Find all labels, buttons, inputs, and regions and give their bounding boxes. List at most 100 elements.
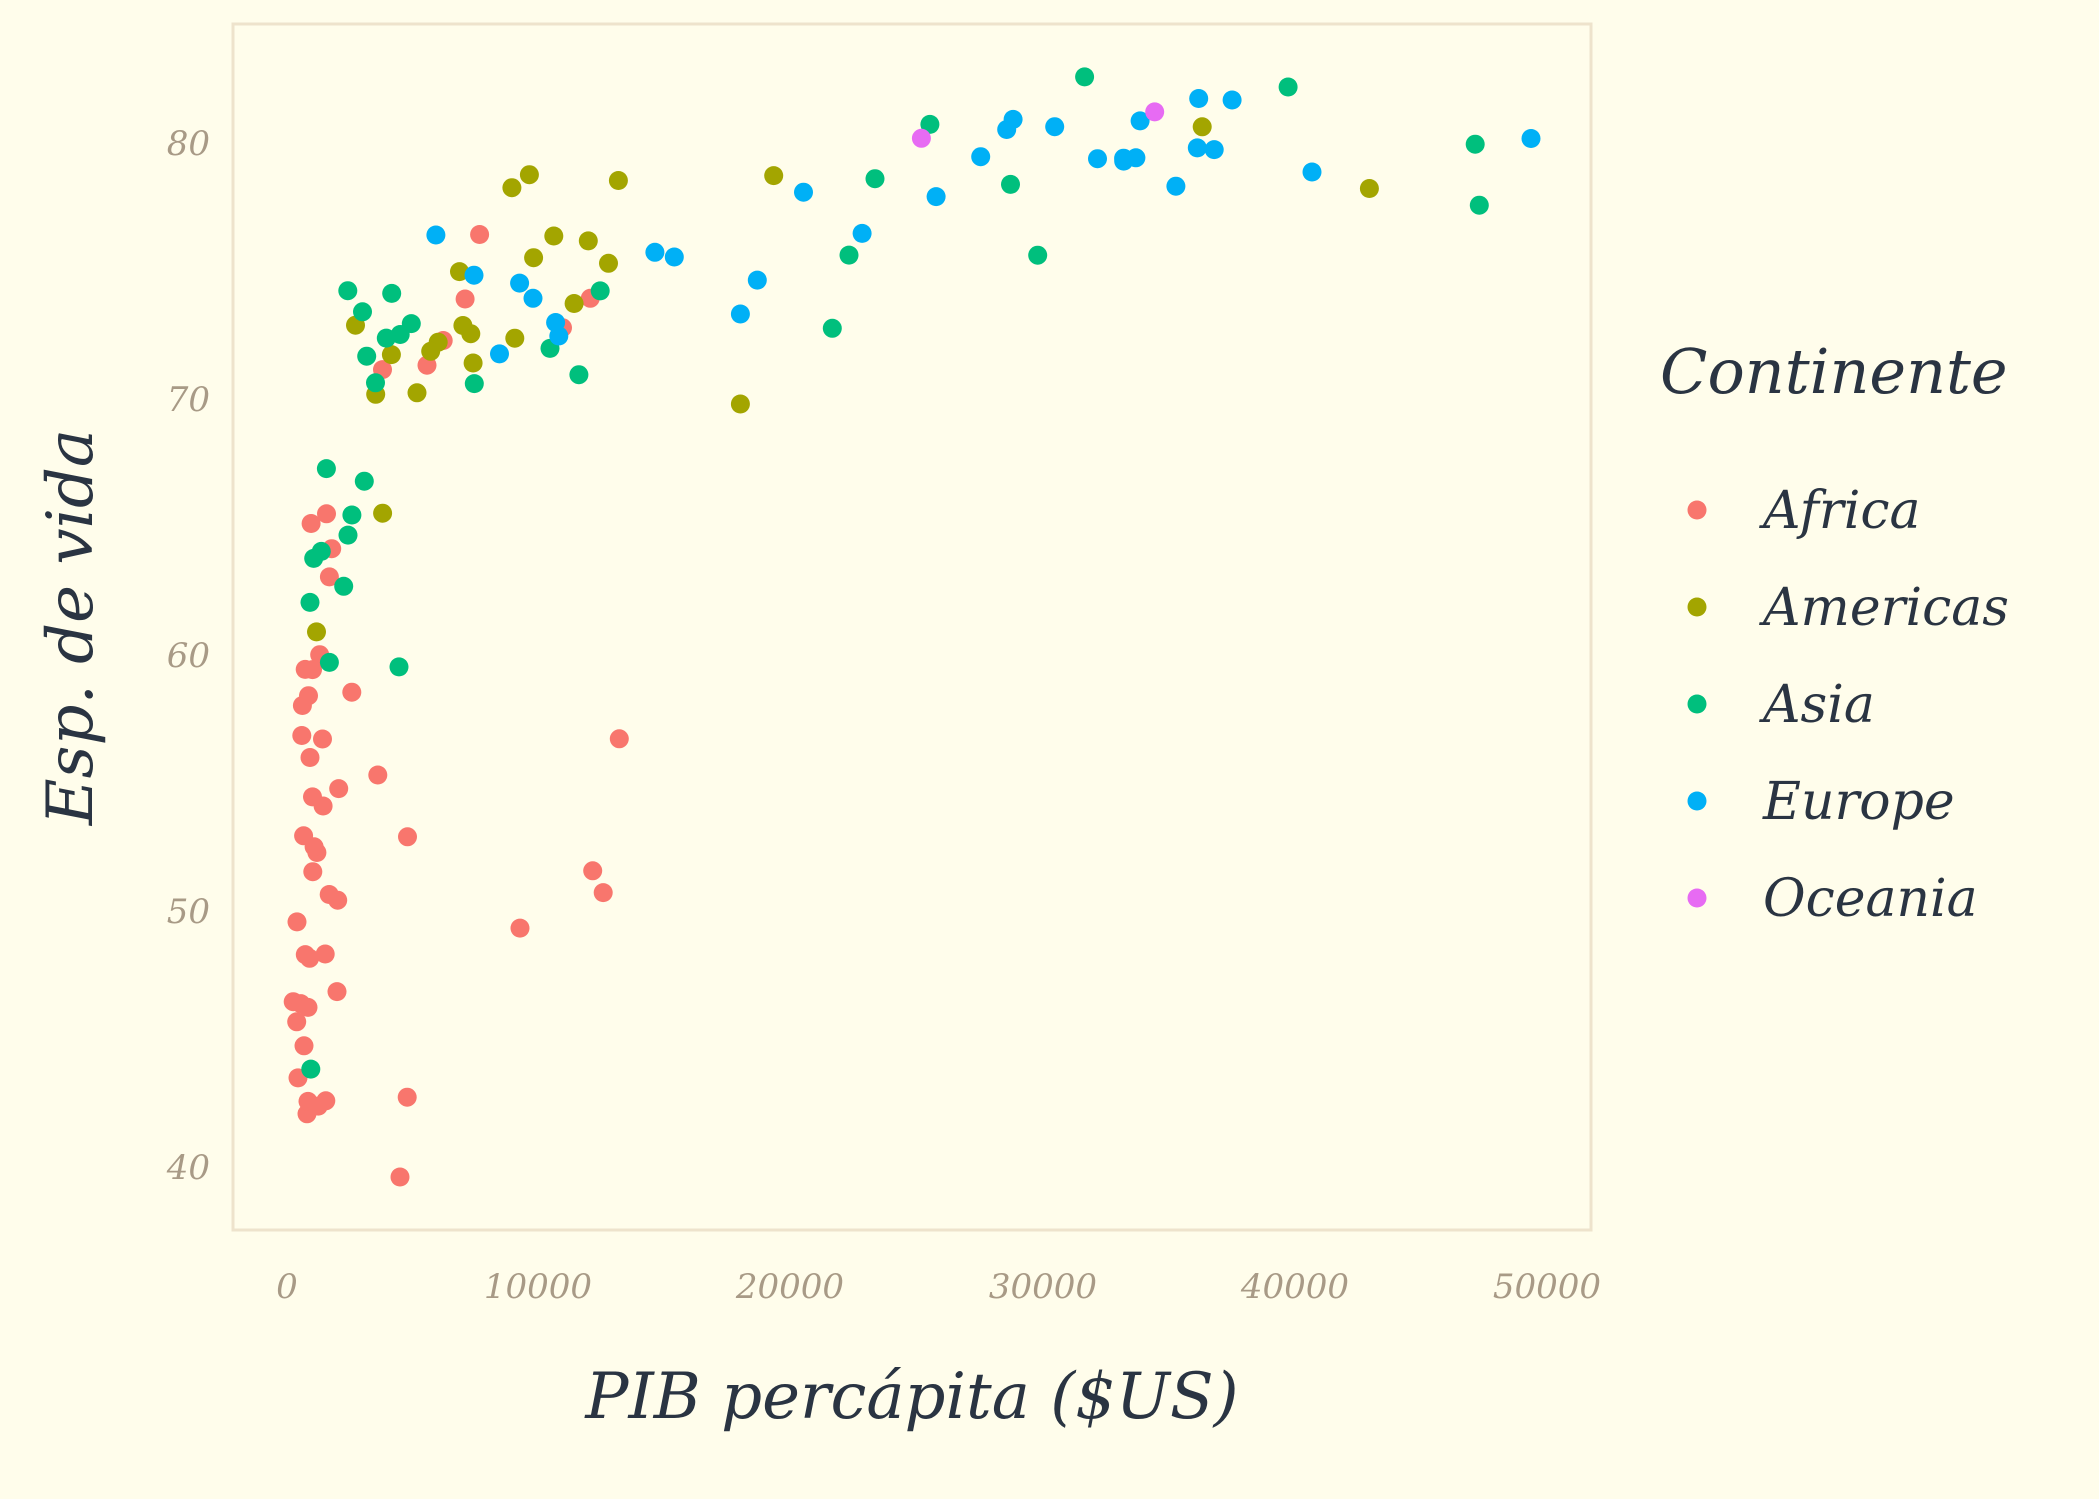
y-tick-label: 70 xyxy=(167,380,210,420)
x-tick-label: 50000 xyxy=(1493,1267,1601,1307)
data-point-europe xyxy=(971,147,991,167)
data-point-americas xyxy=(524,248,544,268)
data-point-africa xyxy=(301,514,321,533)
legend-item-americas: Americas xyxy=(1687,578,2009,638)
legend-label-oceania: Oceania xyxy=(1763,869,1978,929)
data-points xyxy=(283,67,1541,1187)
data-point-africa xyxy=(300,748,320,767)
data-point-asia xyxy=(304,548,324,568)
data-point-asia xyxy=(920,114,940,134)
data-point-asia xyxy=(334,576,354,596)
data-point-europe xyxy=(490,344,509,364)
data-point-africa xyxy=(583,861,603,881)
data-point-europe xyxy=(1114,148,1134,168)
data-point-europe xyxy=(510,273,530,293)
legend-item-asia: Asia xyxy=(1687,675,1875,735)
x-tick-label: 40000 xyxy=(1240,1267,1349,1307)
data-point-europe xyxy=(747,270,767,290)
data-point-asia xyxy=(839,245,859,265)
data-point-americas xyxy=(407,383,427,403)
data-point-asia xyxy=(1028,245,1048,265)
data-point-europe xyxy=(794,182,813,202)
data-point-africa xyxy=(327,982,347,1002)
data-point-europe xyxy=(1204,140,1224,160)
data-point-africa xyxy=(294,1036,314,1056)
data-point-europe xyxy=(1187,138,1207,158)
data-point-asia xyxy=(822,318,842,338)
data-point-africa xyxy=(319,885,339,904)
data-point-africa xyxy=(304,837,324,857)
legend-key-europe xyxy=(1687,791,1707,811)
data-point-africa xyxy=(593,883,613,903)
legend-key-asia xyxy=(1687,694,1707,714)
data-point-americas xyxy=(1192,117,1212,137)
data-point-americas xyxy=(373,503,393,523)
legend-key-americas xyxy=(1687,597,1707,617)
data-point-europe xyxy=(1302,162,1322,182)
data-point-africa xyxy=(300,948,320,968)
data-point-asia xyxy=(464,374,484,394)
data-point-americas xyxy=(463,353,483,373)
data-point-africa xyxy=(455,289,475,309)
data-point-asia xyxy=(590,281,610,301)
data-point-asia xyxy=(338,281,358,301)
data-point-europe xyxy=(852,223,872,243)
legend-item-oceania: Oceania xyxy=(1687,869,1978,929)
data-point-africa xyxy=(313,729,332,749)
y-tick-label: 80 xyxy=(167,124,210,164)
data-point-americas xyxy=(608,171,628,190)
data-point-africa xyxy=(470,225,490,244)
data-point-asia xyxy=(1075,67,1095,87)
legend-label-africa: Africa xyxy=(1759,481,1921,541)
data-point-europe xyxy=(664,247,684,267)
data-point-asia xyxy=(389,657,409,677)
y-axis-ticks: 40 50 60 70 80 xyxy=(166,124,210,1188)
data-point-asia xyxy=(569,365,589,385)
data-point-asia xyxy=(354,471,374,491)
legend-key-oceania xyxy=(1687,888,1707,908)
data-point-americas xyxy=(307,622,326,642)
data-point-africa xyxy=(609,729,629,749)
data-point-americas xyxy=(1359,179,1379,198)
y-tick-label: 40 xyxy=(166,1148,210,1188)
data-point-europe xyxy=(1003,109,1023,129)
x-axis-ticks: 0 10000 20000 30000 40000 50000 xyxy=(276,1267,1601,1307)
legend-key-africa xyxy=(1687,500,1707,520)
data-point-asia xyxy=(316,459,336,479)
data-point-asia xyxy=(1465,134,1485,154)
data-point-africa xyxy=(398,827,417,847)
data-point-africa xyxy=(319,567,339,587)
data-point-africa xyxy=(390,1167,410,1187)
data-point-oceania xyxy=(911,128,931,148)
data-point-americas xyxy=(764,166,784,186)
data-point-europe xyxy=(1130,111,1150,131)
data-point-asia xyxy=(382,283,402,303)
data-point-africa xyxy=(317,504,336,524)
data-point-asia xyxy=(1469,195,1489,215)
x-tick-label: 20000 xyxy=(735,1267,844,1307)
data-point-asia xyxy=(376,328,396,348)
data-point-americas xyxy=(461,324,481,344)
data-point-europe xyxy=(1045,117,1065,137)
data-point-asia xyxy=(338,525,358,545)
data-point-europe xyxy=(1222,90,1242,110)
data-point-europe xyxy=(523,288,543,308)
y-axis-title: Esp. de vida xyxy=(34,429,108,826)
data-point-americas xyxy=(505,328,525,348)
data-point-europe xyxy=(426,225,446,245)
data-point-americas xyxy=(599,253,618,273)
data-point-europe xyxy=(730,304,750,324)
legend-item-europe: Europe xyxy=(1687,772,1955,832)
data-point-asia xyxy=(319,652,339,672)
data-point-africa xyxy=(368,765,388,785)
data-point-asia xyxy=(342,505,362,525)
data-point-americas xyxy=(544,226,564,246)
data-point-asia xyxy=(1001,174,1020,194)
data-point-africa xyxy=(510,918,530,938)
data-point-europe xyxy=(549,326,569,346)
data-point-europe xyxy=(1189,89,1209,108)
data-point-europe xyxy=(1088,149,1107,169)
x-tick-label: 0 xyxy=(276,1267,298,1307)
data-point-europe xyxy=(926,187,946,207)
data-point-americas xyxy=(381,345,401,365)
